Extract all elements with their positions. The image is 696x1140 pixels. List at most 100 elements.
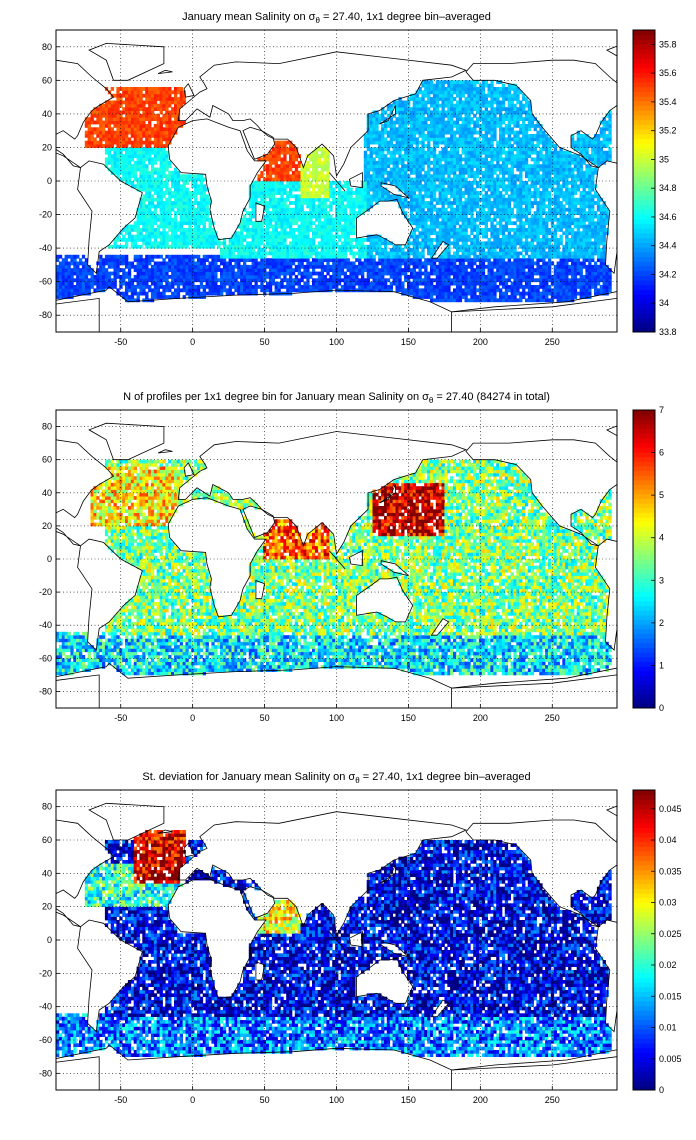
data-cell [430,207,434,212]
data-cell [346,201,350,205]
data-cell [404,130,408,135]
data-cell [314,174,319,179]
data-cell [156,295,160,299]
data-cell [81,275,86,279]
data-cell [194,234,198,239]
data-cell [130,278,135,283]
data-cell [389,285,393,289]
data-cell [401,164,405,168]
data-cell [340,254,345,259]
data-cell [116,170,120,175]
data-cell [415,211,419,215]
data-cell [381,107,385,111]
data-cell [340,258,345,262]
data-cell [320,177,324,182]
data-cell [162,137,166,142]
data-cell [56,268,60,272]
data-cell [343,234,347,239]
data-cell [271,217,276,222]
data-cell [130,107,135,111]
data-cell [300,170,304,175]
data-cell [179,204,183,209]
data-cell [122,120,126,125]
data-cell [214,264,218,269]
data-cell [280,174,284,179]
data-cell [202,184,206,189]
data-cell [179,234,183,239]
data-cell [361,248,365,252]
data-cell [294,217,299,222]
data-cell [369,264,373,269]
data-cell [179,224,183,229]
data-cell [395,130,399,135]
data-cell [136,164,140,168]
data-cell [214,285,218,289]
data-cell [398,150,402,155]
data-cell [378,160,382,165]
data-cell [329,238,333,242]
data-cell [171,124,175,128]
data-cell [455,254,460,259]
data-cell [268,251,273,256]
data-cell [407,164,411,168]
data-cell [260,241,264,246]
data-cell [297,268,301,272]
data-cell [381,127,385,132]
data-cell [274,187,278,192]
data-cell [407,167,411,172]
data-cell [280,258,284,262]
data-cell [372,261,376,266]
data-cell [412,177,416,182]
data-cell [260,221,264,226]
data-cell [392,261,396,266]
data-cell [277,140,281,145]
data-cell [274,170,278,175]
data-cell [455,285,460,289]
data-cell [407,110,411,115]
data-cell [110,147,114,152]
data-cell [79,291,83,296]
data-cell [326,197,330,202]
data-cell [104,254,109,259]
data-cell [312,234,316,239]
data-cell [127,177,132,182]
data-cell [389,117,393,121]
data-cell [372,281,376,286]
data-cell [202,228,206,232]
data-cell [386,268,391,272]
data-cell [174,264,178,269]
data-cell [214,281,218,286]
data-cell [176,264,181,269]
data-cell [116,147,120,152]
data-cell [300,238,304,242]
data-cell [453,83,457,88]
data-cell [116,130,120,135]
data-cell [424,288,428,293]
data-cell [415,234,419,239]
data-cell [430,137,434,142]
data-cell [225,278,229,283]
data-cell [79,258,83,262]
data-cell [438,224,442,229]
data-cell [441,214,445,219]
data-cell [274,211,278,215]
data-cell [384,110,388,115]
data-cell [453,174,457,179]
data-cell [441,291,445,296]
data-cell [430,254,434,259]
data-cell [194,191,198,195]
data-cell [453,137,457,142]
data-cell [280,194,284,199]
data-cell [116,140,120,145]
data-cell [343,285,347,289]
data-cell [84,288,89,293]
data-cell [197,191,201,195]
data-cell [286,140,290,145]
data-cell [136,140,140,145]
data-cell [326,157,330,162]
data-cell [119,244,123,249]
data-cell [87,278,91,283]
data-cell [162,154,166,158]
data-cell [237,238,241,242]
data-cell [320,241,324,246]
